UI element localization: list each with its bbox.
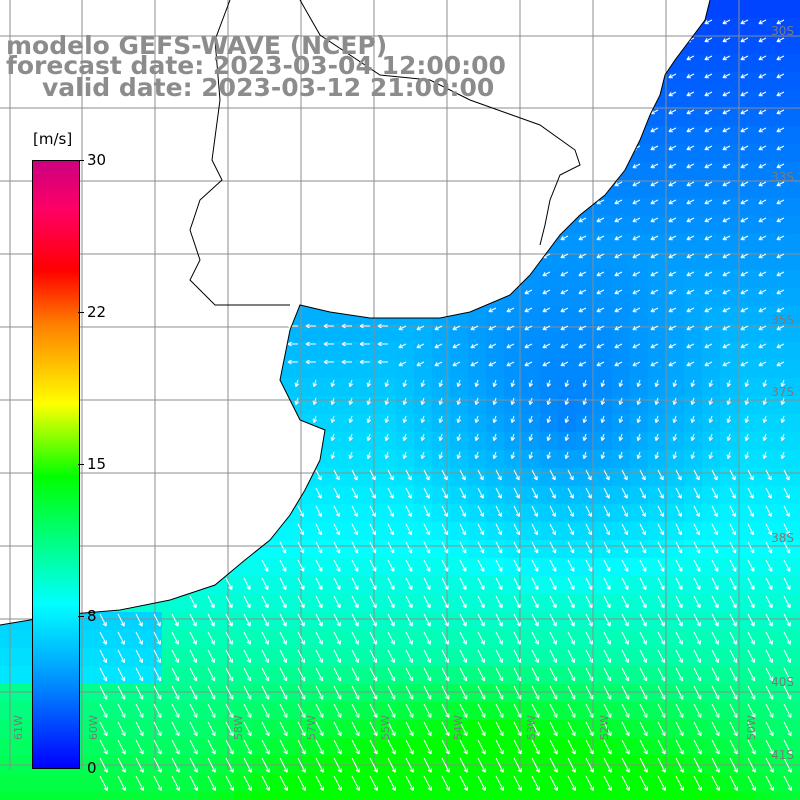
- title-valid-date: valid date: 2023-03-12 21:00:00: [42, 73, 495, 102]
- colorbar-tick-mark: [78, 312, 84, 313]
- colorbar-tick-mark: [78, 464, 84, 465]
- lat-label: 30S: [771, 24, 794, 38]
- lon-label: 53W: [525, 715, 538, 740]
- lon-label: 58W: [232, 715, 245, 740]
- lon-label: 52W: [598, 715, 611, 740]
- colorbar-tick-22: 22: [87, 303, 107, 321]
- lat-lon-grid: [0, 0, 800, 770]
- lon-label: 60W: [87, 715, 100, 740]
- lon-label: 50W: [745, 715, 758, 740]
- lat-label: 38S: [771, 531, 794, 545]
- coastline: [0, 0, 711, 626]
- lat-label: 40S: [771, 675, 794, 689]
- lon-label: 57W: [305, 715, 318, 740]
- colorbar-tick-mark: [78, 616, 84, 617]
- colorbar-tick-0: 0: [87, 759, 97, 777]
- wind-vectors: [99, 19, 792, 791]
- colorbar: [32, 160, 80, 769]
- lon-label: 55W: [379, 715, 392, 740]
- lat-label: 37S: [771, 385, 794, 399]
- lat-label: 33S: [771, 170, 794, 184]
- lon-label: 61W: [12, 715, 25, 740]
- land-mask: [0, 0, 710, 625]
- colorbar-tick-15: 15: [87, 455, 107, 473]
- lat-label: 35S: [771, 313, 794, 327]
- colorbar-unit: [m/s]: [33, 130, 73, 148]
- lat-label: 41S: [771, 748, 794, 762]
- lon-label: 54W: [452, 715, 465, 740]
- colorbar-tick-30: 30: [87, 151, 107, 169]
- title-model: modelo GEFS-WAVE (NCEP): [6, 31, 388, 60]
- colorbar-tick-8: 8: [87, 607, 97, 625]
- title-forecast-date: forecast date: 2023-03-04 12:00:00: [6, 51, 506, 80]
- colorbar-tick-mark: [78, 160, 84, 161]
